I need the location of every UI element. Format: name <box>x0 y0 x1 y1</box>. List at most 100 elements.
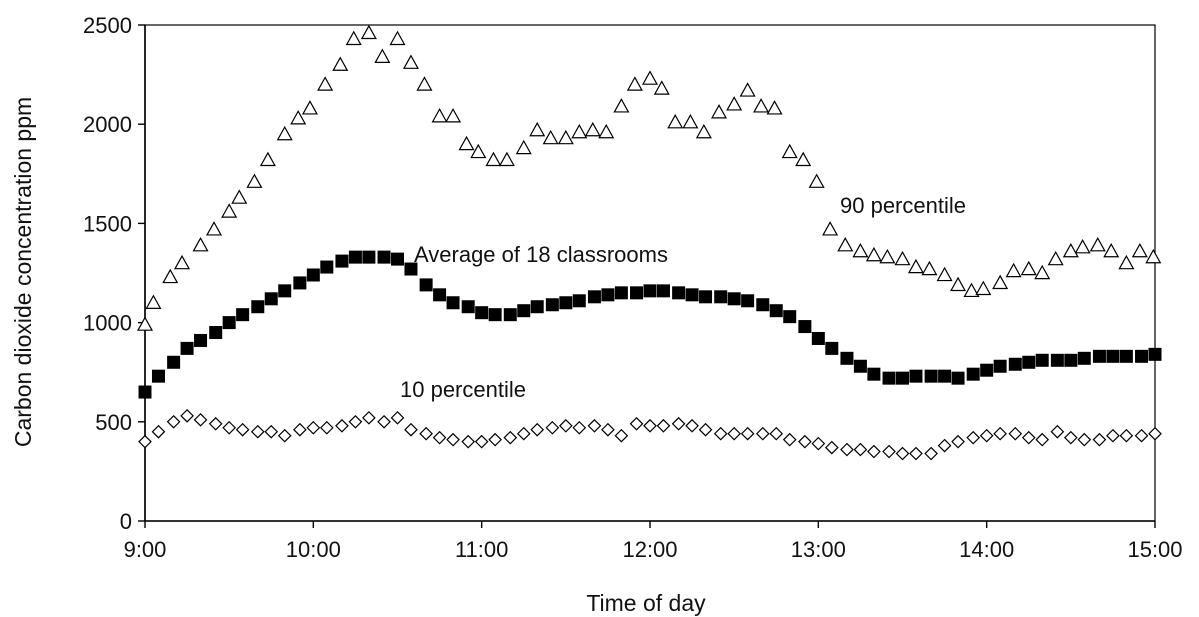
data-point-diamond <box>180 408 194 423</box>
y-tick-label: 1000 <box>83 311 132 336</box>
data-point-diamond <box>545 420 560 435</box>
data-point-diamond <box>306 420 321 435</box>
data-point-diamond <box>335 418 349 433</box>
data-point-diamond <box>432 430 447 445</box>
data-point-diamond <box>698 422 713 437</box>
data-point-square <box>194 333 208 347</box>
data-point-triangle <box>992 274 1009 290</box>
data-point-diamond <box>1035 432 1050 447</box>
data-point-triangle <box>894 250 911 266</box>
data-point-triangle <box>710 104 728 119</box>
data-point-diamond <box>909 446 923 461</box>
data-point-triangle <box>1145 248 1162 264</box>
data-point-diamond <box>1021 430 1036 445</box>
data-point-square <box>1092 349 1106 363</box>
data-point-diamond <box>1077 432 1092 447</box>
data-point-triangle <box>515 139 532 155</box>
data-point-square <box>825 341 839 355</box>
data-point-square <box>404 262 418 276</box>
x-tick-label: 13:00 <box>791 537 846 562</box>
data-point-square <box>348 250 362 264</box>
data-point-triangle <box>726 96 743 111</box>
data-point-square <box>727 292 741 306</box>
data-point-square <box>980 363 994 377</box>
data-point-square <box>867 367 881 381</box>
data-point-square <box>391 252 404 266</box>
data-point-diamond <box>390 410 405 425</box>
data-point-diamond <box>966 430 981 445</box>
data-point-square <box>306 268 320 282</box>
series-label-10-percentile: 10 percentile <box>400 377 526 402</box>
data-point-diamond <box>1008 426 1023 441</box>
data-point-diamond <box>208 416 223 431</box>
data-point-square <box>446 296 460 310</box>
data-point-triangle <box>557 129 574 145</box>
data-point-diamond <box>740 426 755 441</box>
data-point-triangle <box>808 173 825 188</box>
data-point-diamond <box>798 434 812 449</box>
data-point-square <box>882 371 896 385</box>
data-point-diamond <box>516 426 531 441</box>
data-point-triangle <box>145 294 162 309</box>
data-point-diamond <box>979 428 994 443</box>
data-point-triangle <box>682 113 699 129</box>
data-point-diamond <box>166 414 181 429</box>
x-tick-label: 14:00 <box>959 537 1014 562</box>
data-point-triangle <box>485 151 502 167</box>
data-point-triangle <box>598 123 615 139</box>
data-point-diamond <box>643 418 657 433</box>
data-point-triangle <box>290 110 307 125</box>
data-point-square <box>222 316 236 330</box>
data-point-triangle <box>1020 260 1037 276</box>
series-average-of-18-classrooms <box>138 250 1162 399</box>
data-point-triangle <box>246 173 263 188</box>
data-point-square <box>419 278 433 292</box>
data-point-square <box>503 308 517 322</box>
data-point-diamond <box>601 422 615 437</box>
data-point-square <box>938 369 952 383</box>
data-point-square <box>545 298 559 312</box>
x-tick-label: 11:00 <box>455 537 508 562</box>
data-point-triangle <box>205 221 223 236</box>
data-point-diamond <box>530 422 545 437</box>
data-point-diamond <box>348 414 363 429</box>
data-point-diamond <box>713 426 728 441</box>
data-point-triangle <box>470 143 487 159</box>
data-point-diamond <box>629 416 644 431</box>
data-point-triangle <box>822 221 839 236</box>
data-point-square <box>630 286 644 300</box>
data-point-triangle <box>374 48 391 63</box>
y-tick-label: 2000 <box>83 112 132 137</box>
data-point-triangle <box>950 276 967 292</box>
data-point-triangle <box>431 108 448 123</box>
data-point-square <box>769 304 783 318</box>
data-point-diamond <box>138 434 152 449</box>
data-point-diamond <box>924 446 938 461</box>
data-point-square <box>587 290 601 304</box>
data-point-diamond <box>993 426 1007 441</box>
data-point-square <box>362 250 376 264</box>
data-point-triangle <box>641 70 659 85</box>
data-point-square <box>966 367 980 381</box>
data-point-diamond <box>614 428 629 443</box>
data-point-triangle <box>1047 250 1064 266</box>
data-point-diamond <box>474 434 489 449</box>
data-point-diamond <box>558 418 573 433</box>
data-point-triangle <box>317 76 334 91</box>
x-tick-label: 9:00 <box>124 537 167 562</box>
y-tick-label: 0 <box>120 509 132 534</box>
data-point-square <box>714 290 728 304</box>
data-point-diamond <box>853 442 868 457</box>
data-point-triangle <box>529 121 546 137</box>
x-axis-title: Time of day <box>586 590 706 616</box>
data-point-triangle <box>1103 242 1120 258</box>
data-point-diamond <box>488 432 502 447</box>
data-point-square <box>896 371 909 385</box>
data-point-triangle <box>402 54 419 69</box>
data-point-triangle <box>136 316 154 331</box>
data-point-square <box>924 369 938 383</box>
data-point-triangle <box>613 98 630 113</box>
data-point-square <box>1077 351 1091 365</box>
ticks: 0 500 1000 1500 2000 2500 9:00 10:00 11:00 12:00 1… <box>83 13 1182 562</box>
data-point-square <box>840 351 854 365</box>
